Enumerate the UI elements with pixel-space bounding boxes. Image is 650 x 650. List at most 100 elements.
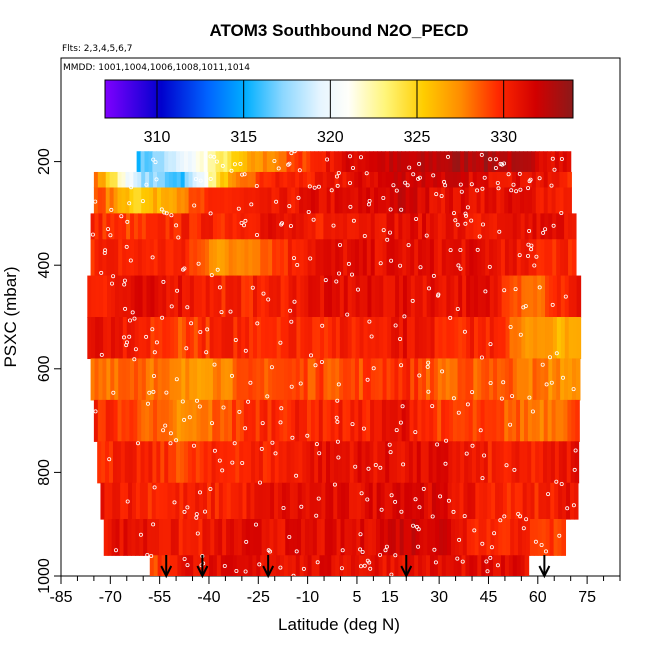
sample-point [465,402,470,407]
sample-point [499,396,504,401]
sample-point [317,451,322,456]
heatmap-cell [572,275,578,318]
heatmap-cell [327,213,332,240]
heatmap-cell [429,399,434,442]
y-tick-label: 1000 [36,558,53,594]
heatmap-cell [239,441,244,484]
sample-point [504,463,509,468]
sample-point [345,312,350,317]
sample-point [444,438,449,443]
heatmap-cell [477,239,482,277]
heatmap-cell [335,275,341,318]
heatmap-cell [180,187,186,214]
heatmap-cell [433,187,438,214]
heatmap-cell [544,239,549,277]
heatmap-cell [515,441,520,484]
heatmap-cell [466,275,471,318]
sample-point [573,448,578,453]
heatmap-cell [137,399,142,442]
heatmap-cell [166,317,171,360]
heatmap-cell [374,187,379,214]
heatmap-cell [475,441,481,484]
heatmap-cell [357,151,363,173]
heatmap-cell [323,358,328,401]
heatmap-cell [389,187,395,214]
heatmap-cell [500,358,506,401]
heatmap-cell [256,275,262,318]
heatmap-cell [429,358,435,401]
heatmap-cell [149,239,155,277]
sample-point [288,223,293,228]
heatmap-cell [283,399,288,442]
heatmap-cell [335,358,340,401]
heatmap-cell [183,441,189,484]
heatmap-cell [162,519,168,556]
heatmap-cell [105,441,110,484]
sample-point [209,421,214,426]
heatmap-cell [370,358,376,401]
sample-point [518,332,523,337]
heatmap-cell [533,519,539,556]
sample-point [527,228,532,233]
heatmap-cell [291,399,296,442]
heatmap-cell [541,317,546,360]
heatmap-cell [324,317,329,360]
heatmap-cell [468,441,473,484]
sample-point [463,221,468,226]
heatmap-cell [244,239,250,277]
heatmap-cell [397,171,403,189]
heatmap-cell [343,358,348,401]
heatmap-cell [548,213,553,240]
sample-point [335,398,340,403]
sample-point [362,233,367,238]
sample-point [185,305,190,310]
heatmap-cell [322,187,328,214]
heatmap-cell [318,171,324,189]
heatmap-cell [261,519,267,556]
heatmap-cell [526,482,532,520]
heatmap-cell [347,239,352,277]
heatmap-cell [358,187,363,214]
heatmap-cell [318,151,323,173]
heatmap-cell [425,239,431,277]
heatmap-cell [353,482,358,520]
sample-point [212,154,217,159]
heatmap-cell [555,399,561,442]
profile-arrows [160,555,551,579]
heatmap-cell [168,399,174,442]
heatmap-cell [543,171,549,189]
sample-point [417,175,422,180]
heatmap-cell [130,239,135,277]
heatmap-cell [474,275,479,318]
heatmap-cell [358,213,364,240]
heatmap-cell [547,441,552,484]
heatmap-cell [493,317,499,360]
heatmap-cell [153,239,159,277]
sample-point [369,334,374,339]
sample-point [572,467,577,472]
heatmap-cell [110,213,115,240]
heatmap-cell [209,317,215,360]
heatmap-cell [97,171,103,189]
heatmap-cell [346,171,351,189]
sample-point [154,340,159,345]
sample-point [403,180,408,185]
heatmap-cell [538,482,543,520]
sample-point [434,192,439,197]
heatmap-cell [437,213,443,240]
sample-point [394,428,399,433]
heatmap-cell [210,519,215,556]
heatmap-cell [460,171,466,189]
heatmap-cell [146,317,152,360]
heatmap-cell [487,441,493,484]
heatmap-cell [385,399,391,442]
sample-point [124,343,129,348]
heatmap-cell [441,239,447,277]
sample-point [214,159,219,164]
heatmap-cell [357,441,363,484]
heatmap-cell [393,171,399,189]
heatmap-cell [260,317,266,360]
heatmap-cell [193,213,198,240]
sample-point [339,566,344,571]
heatmap-cell [390,358,396,401]
